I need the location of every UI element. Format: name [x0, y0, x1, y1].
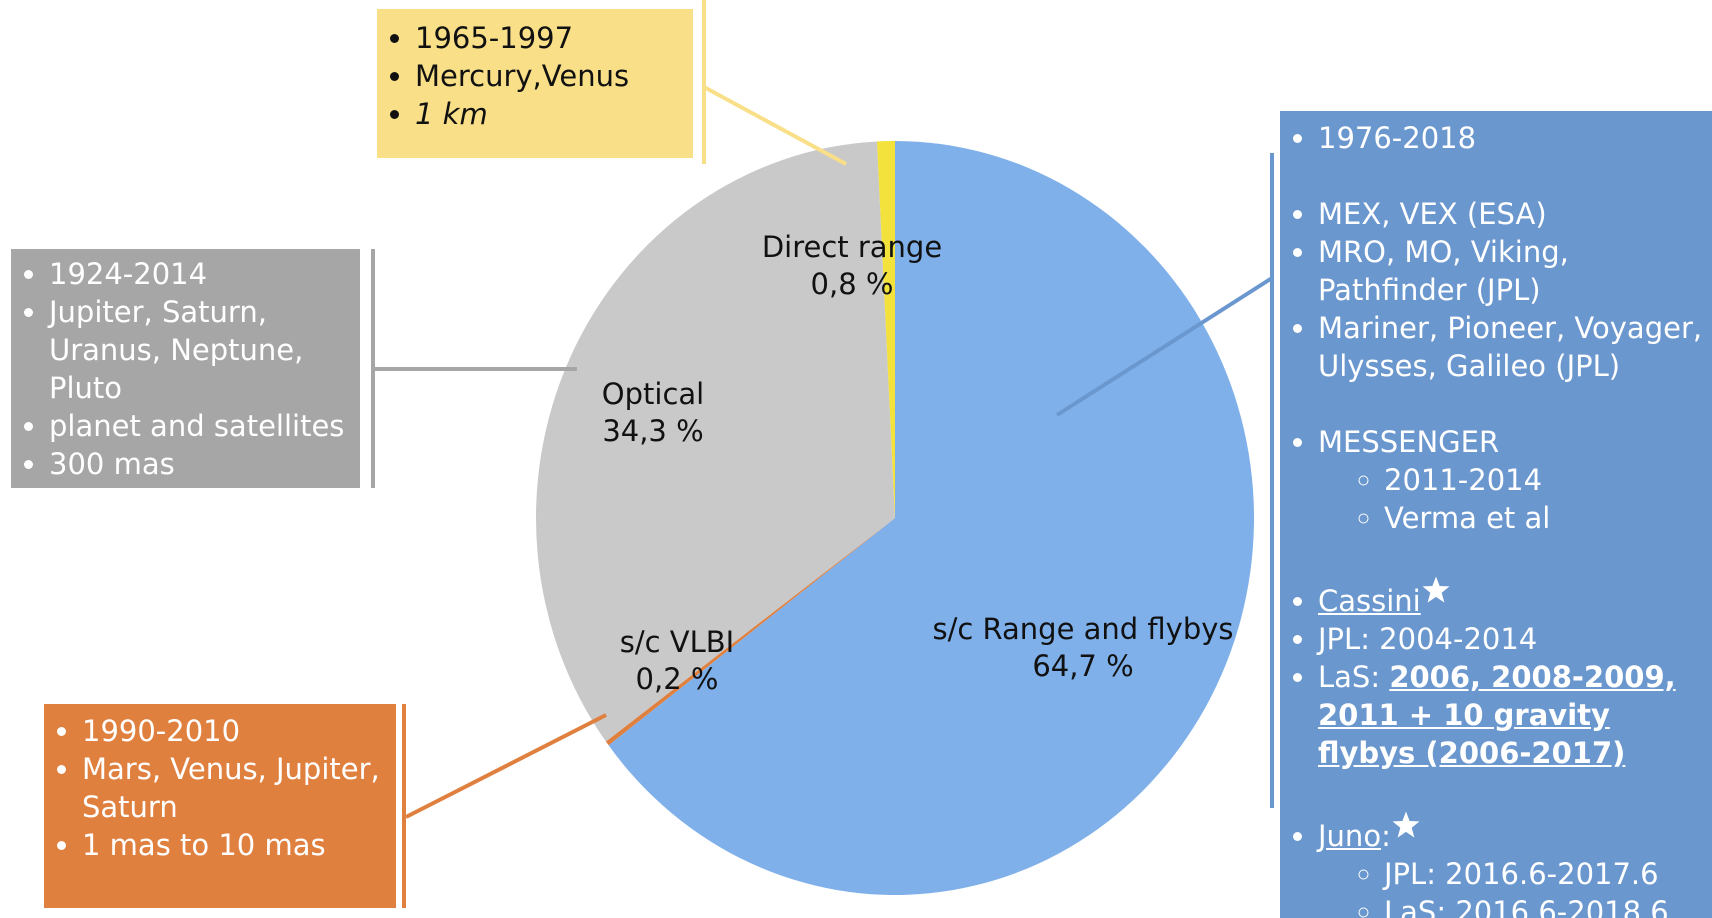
link-text: Juno	[1318, 819, 1382, 853]
star-icon	[1422, 576, 1450, 603]
annotation-box: 1976-2018 MEX, VEX (ESA) MRO, MO, Viking…	[1280, 111, 1712, 918]
bullet: MESSENGER 2011-2014 Verma et al	[1318, 423, 1704, 537]
bullet: 1924-2014	[49, 255, 354, 293]
annotation-box: 1924-2014 Jupiter, Saturn, Uranus, Neptu…	[11, 249, 360, 488]
bullet: 1990-2010	[82, 712, 386, 750]
bullet-text: MESSENGER	[1318, 425, 1500, 459]
connector	[703, 85, 847, 166]
star-icon	[1392, 811, 1420, 838]
slice-label: s/c Range and flybys	[932, 612, 1233, 646]
pie-slice	[605, 518, 895, 746]
pie-slice	[536, 141, 895, 742]
link-text: 2006, 2008-2009, 2011 + 10 gravity flyby…	[1318, 660, 1676, 770]
connector	[1055, 276, 1274, 417]
bullet-text: :	[1381, 819, 1391, 853]
sub-bullet: 2011-2014	[1384, 461, 1704, 499]
bullet: Mercury,Venus	[415, 57, 693, 95]
annotation-box: 1990-2010 Mars, Venus, Jupiter, Saturn 1…	[44, 704, 396, 908]
sub-bullet: LaS: 2016.6-2018.6	[1384, 893, 1704, 918]
pie-slice	[608, 141, 1254, 896]
slice-value-label: 0,8 %	[811, 267, 894, 301]
bullet: 1976-2018	[1318, 119, 1704, 157]
slice-label: s/c VLBI	[620, 625, 735, 659]
bullet: Jupiter, Saturn, Uranus, Neptune, Pluto	[49, 293, 354, 407]
bullet: LaS: 2006, 2008-2009, 2011 + 10 gravity …	[1318, 658, 1704, 772]
bullet: Juno: JPL: 2016.6-2017.6 LaS: 2016.6-201…	[1318, 810, 1704, 918]
bullet: 300 mas	[49, 445, 354, 483]
sub-bullet: JPL: 2016.6-2017.6	[1384, 855, 1704, 893]
bullet-text: LaS:	[1318, 660, 1381, 694]
pie	[536, 141, 1254, 896]
bullet: 1 mas to 10 mas	[82, 826, 386, 864]
bullet: JPL: 2004-2014	[1318, 620, 1704, 658]
slice-value-label: 34,3 %	[602, 414, 703, 448]
slice-value-label: 0,2 %	[636, 662, 719, 696]
bullet: Mars, Venus, Jupiter, Saturn	[82, 750, 386, 826]
bullet: 1 km	[415, 95, 693, 133]
connector	[405, 713, 607, 819]
pie-slice	[876, 141, 895, 518]
bullet: 1965-1997	[415, 19, 693, 57]
bullet: Mariner, Pioneer, Voyager, Ulysses, Gali…	[1318, 309, 1704, 385]
slice-label: Optical	[602, 377, 704, 411]
annotation-box: 1965-1997 Mercury,Venus 1 km	[377, 9, 693, 158]
bullet: Cassini	[1318, 575, 1704, 620]
link-text: Cassini	[1318, 584, 1421, 618]
slice-value-label: 64,7 %	[1032, 649, 1133, 683]
bullet: MRO, MO, Viking, Pathfinder (JPL)	[1318, 233, 1704, 309]
bullet: planet and satellites	[49, 407, 354, 445]
sub-bullet: Verma et al	[1384, 499, 1704, 537]
bullet: MEX, VEX (ESA)	[1318, 195, 1704, 233]
slice-label: Direct range	[762, 230, 942, 264]
